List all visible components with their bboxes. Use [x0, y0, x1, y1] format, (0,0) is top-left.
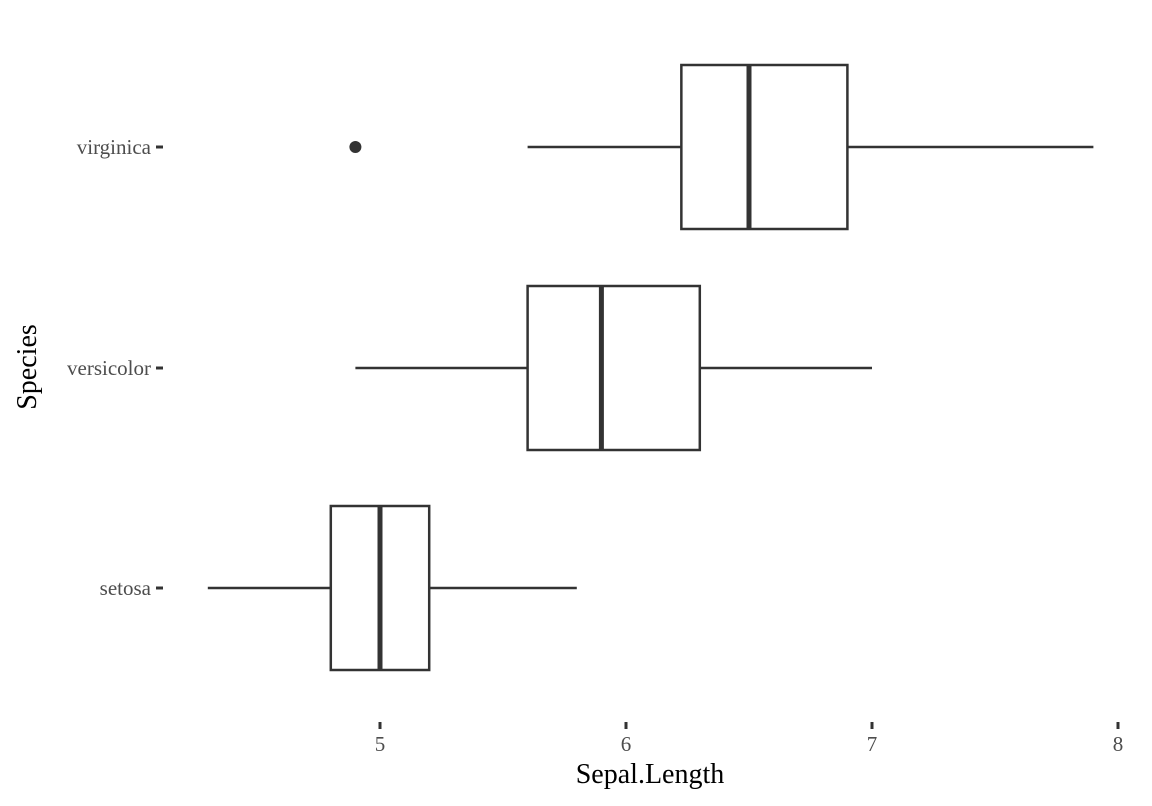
- box-versicolor: [355, 284, 872, 452]
- x-tick-label-5: 5: [375, 732, 386, 756]
- outlier-virginica-0: [349, 141, 362, 153]
- x-tick-label-6: 6: [621, 732, 632, 756]
- iqr-box-virginica: [680, 63, 849, 231]
- box-setosa: [207, 504, 577, 672]
- y-tick-label-setosa: setosa: [100, 576, 152, 600]
- plot-area: [207, 63, 1094, 672]
- y-tick-label-versicolor: versicolor: [67, 356, 151, 380]
- y-axis-title: Species: [12, 324, 43, 410]
- y-axis: setosa versicolor virginica: [67, 135, 163, 600]
- iqr-box-versicolor: [526, 284, 702, 452]
- x-tick-label-7: 7: [867, 732, 878, 756]
- x-axis: 5 6 7 8: [375, 722, 1124, 756]
- x-axis-title: Sepal.Length: [576, 759, 725, 790]
- x-tick-label-8: 8: [1113, 732, 1124, 756]
- box-virginica: [349, 63, 1094, 231]
- y-tick-label-virginica: virginica: [77, 135, 152, 159]
